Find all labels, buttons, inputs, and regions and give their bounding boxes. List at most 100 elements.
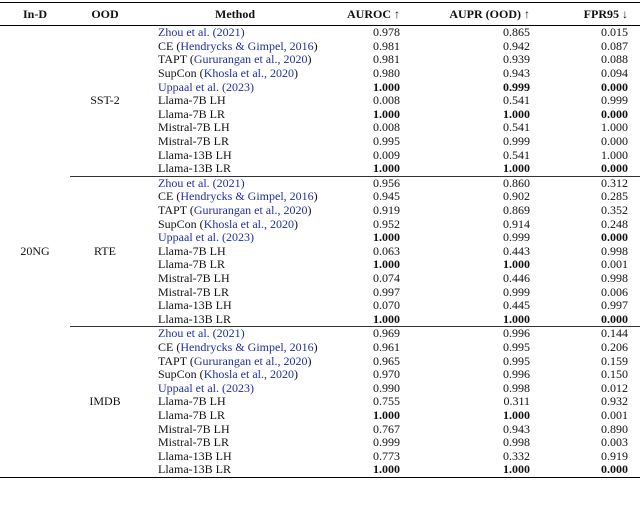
fpr95-cell: 0.352 [601, 203, 628, 218]
auroc-cell: 0.008 [373, 120, 400, 135]
method-text: Mistral-7B LR [158, 435, 229, 450]
method-text: ) [313, 189, 318, 204]
table-row: SupCon (Khosla et al., 2020) 0.952 0.914 0.… [0, 217, 640, 231]
method-cell: SupCon (Khosla et al., 2020) [140, 368, 330, 382]
fpr95-cell: 0.000 [601, 311, 628, 326]
auroc-cell: 0.773 [373, 448, 400, 463]
method-text: ) [294, 66, 299, 81]
method-cell: Zhou et al. (2021) [140, 24, 330, 40]
aupr-cell: 0.999 [503, 79, 530, 94]
table-row: Llama-13B LH 0.070 0.445 0.997 [0, 299, 640, 313]
aupr-cell: 1.000 [503, 257, 530, 272]
method-text: CE ( [158, 38, 181, 53]
table-row: SupCon (Khosla et al., 2020) 0.970 0.996 0.… [0, 368, 640, 382]
fpr95-cell: 0.012 [601, 380, 628, 395]
method-cell: Zhou et al. (2021) [140, 175, 330, 191]
fpr95-cell: 0.087 [601, 38, 628, 53]
method-text: TAPT ( [158, 203, 194, 218]
ood-cell: RTE [70, 175, 140, 327]
aupr-cell: 1.000 [503, 161, 530, 176]
method-text: Llama-13B LR [158, 161, 231, 176]
method-cell: Mistral-7B LR [140, 135, 330, 149]
table-row: Llama-7B LH 0.008 0.541 0.999 [0, 94, 640, 108]
fpr95-cell: 0.248 [601, 216, 628, 231]
table-row: Mistral-7B LH 0.767 0.943 0.890 [0, 422, 640, 436]
aupr-cell: 0.869 [503, 203, 530, 218]
method-cell: Mistral-7B LR [140, 285, 330, 299]
method-cell: Llama-7B LH [140, 244, 330, 259]
results-table: In-D OOD Method AUROC ↑ AUPR (OOD) ↑ FPR… [0, 2, 640, 478]
fpr95-cell: 0.998 [601, 243, 628, 258]
auroc-cell: 0.919 [373, 203, 400, 218]
fpr95-cell: 0.999 [601, 93, 628, 108]
auroc-cell: 0.945 [373, 189, 400, 204]
citation-link: Hendrycks & Gimpel, 2016 [180, 189, 314, 204]
method-cell: Llama-7B LR [140, 408, 330, 423]
auroc-cell: 1.000 [373, 311, 400, 326]
aupr-cell: 0.943 [503, 66, 530, 81]
method-cell: Llama-13B LH [140, 299, 330, 313]
aupr-cell: 0.999 [503, 230, 530, 245]
method-text: Mistral-7B LR [158, 134, 229, 149]
method-text: SupCon ( [158, 216, 204, 231]
fpr95-cell: 0.919 [601, 448, 628, 463]
method-cell: TAPT (Gururangan et al., 2020) [140, 53, 330, 67]
method-text: ) [313, 38, 318, 53]
citation-link: Khosla et al., 2020 [203, 216, 295, 231]
aupr-cell: 0.902 [503, 189, 530, 204]
auroc-cell: 0.070 [373, 298, 400, 313]
auroc-cell: 0.074 [373, 270, 400, 285]
auroc-cell: 1.000 [373, 106, 400, 121]
auroc-cell: 0.956 [330, 175, 400, 191]
aupr-cell: 0.999 [503, 134, 530, 149]
aupr-cell: 0.939 [503, 52, 530, 67]
auroc-cell: 0.978 [330, 24, 400, 40]
table-row: RTE Zhou et al. (2021) 0.956 0.860 0.312 [0, 175, 640, 327]
table-header: In-D OOD Method AUROC ↑ AUPR (OOD) ↑ FPR… [0, 2, 640, 26]
table-row: Llama-7B LH 0.063 0.443 0.998 [0, 243, 640, 259]
header-cell: FPR95 ↓ [530, 2, 640, 26]
auroc-cell: 1.000 [373, 257, 400, 272]
auroc-cell: 1.000 [373, 79, 400, 94]
fpr95-cell: 0.150 [601, 367, 628, 382]
method-text: Llama-7B LH [158, 394, 226, 409]
method-cell: CE (Hendrycks & Gimpel, 2016) [140, 38, 330, 54]
method-cell: Mistral-7B LH [140, 121, 330, 135]
auroc-cell: 0.961 [373, 339, 400, 354]
aupr-cell: 0.446 [503, 270, 530, 285]
method-cell: Llama-13B LR [140, 162, 330, 176]
fpr95-cell: 1.000 [601, 120, 628, 135]
method-text: Mistral-7B LH [158, 270, 230, 285]
table-row: Mistral-7B LR 0.999 0.998 0.003 [0, 436, 640, 450]
method-cell: CE (Hendrycks & Gimpel, 2016) [140, 190, 330, 204]
table-row: Llama-7B LR 1.000 1.000 0.000 [0, 106, 640, 122]
citation-link: Khosla et al., 2020 [203, 367, 295, 382]
citation-link: Zhou et al. (2021) [158, 25, 245, 40]
fpr95-cell: 0.890 [601, 421, 628, 436]
auroc-cell: 0.009 [373, 147, 400, 162]
page: In-D OOD Method AUROC ↑ AUPR (OOD) ↑ FPR… [0, 2, 640, 478]
header-cell: In-D [0, 2, 70, 26]
method-text: Mistral-7B LH [158, 120, 230, 135]
ood-cell: IMDB [70, 326, 140, 478]
method-text: ) [307, 203, 312, 218]
fpr95-cell: 1.000 [601, 147, 628, 162]
citation-link: Uppaal et al. (2023) [158, 380, 254, 395]
method-cell: Llama-7B LH [140, 395, 330, 409]
table-row: Uppaal et al. (2023) 1.000 0.999 0.000 [0, 80, 640, 94]
fpr95-cell: 0.015 [530, 24, 640, 40]
aupr-cell: 0.865 [400, 24, 530, 40]
fpr95-cell: 0.144 [530, 326, 640, 341]
method-cell: Llama-13B LH [140, 449, 330, 463]
aupr-cell: 0.998 [503, 435, 530, 450]
aupr-cell: 1.000 [503, 106, 530, 121]
method-cell: Llama-7B LR [140, 107, 330, 122]
auroc-cell: 0.969 [330, 326, 400, 341]
table-row: 20NG SST-2 Zhou et al. (2021) 0.978 0.865 0.0… [0, 24, 640, 257]
table-row: CE (Hendrycks & Gimpel, 2016) 0.981 0.942 0… [0, 38, 640, 54]
method-cell: Llama-13B LR [140, 463, 330, 477]
fpr95-cell: 0.003 [601, 435, 628, 450]
method-text: ) [294, 216, 299, 231]
fpr95-cell: 0.000 [601, 462, 628, 477]
table-row: Llama-7B LR 1.000 1.000 0.001 [0, 258, 640, 272]
